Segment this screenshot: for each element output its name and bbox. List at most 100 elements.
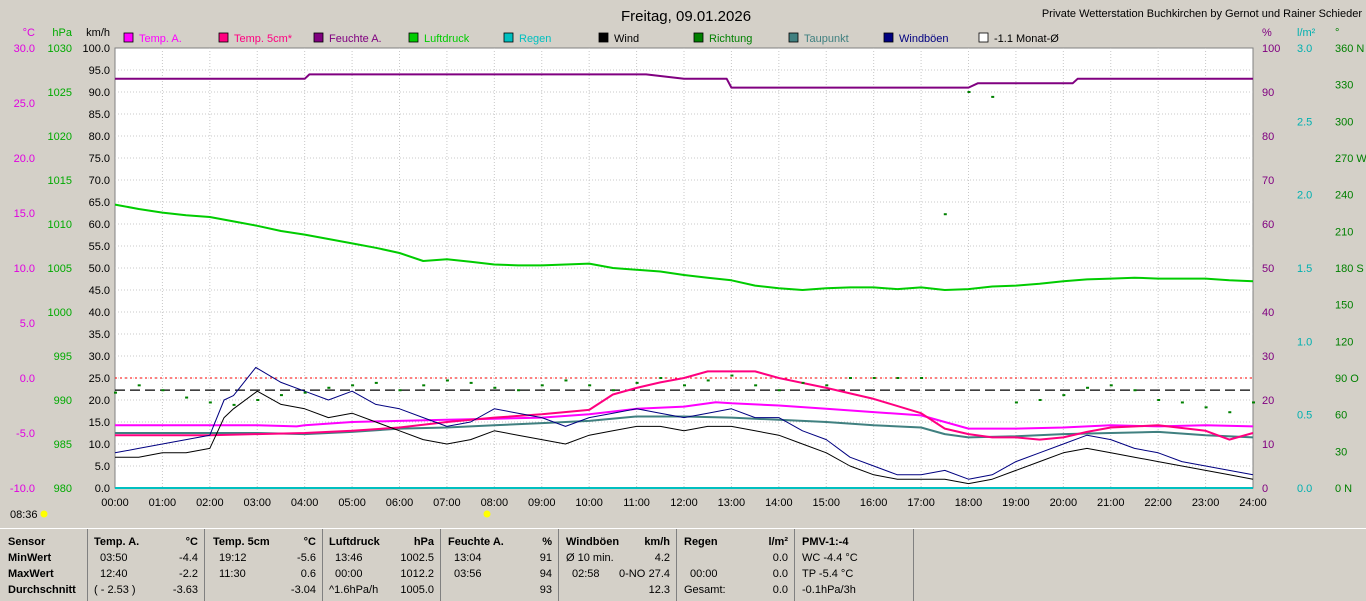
- sensor-title: Sensor: [8, 536, 46, 548]
- tick-label-wind_kmh: 65.0: [89, 197, 110, 209]
- axis-unit-pressure_hpa: hPa: [52, 27, 72, 39]
- series-point-richtung: [730, 374, 734, 377]
- rain-total-label: Gesamt:: [684, 584, 726, 596]
- legend-swatch: [788, 32, 799, 43]
- tick-label-wind_kmh: 40.0: [89, 307, 110, 319]
- tick-label-temp_c: 30.0: [14, 43, 35, 55]
- legend-label: Luftdruck: [424, 33, 470, 45]
- pressure-trend: ^1.6hPa/h: [329, 584, 379, 596]
- temp-5cm-unit: °C: [303, 536, 316, 548]
- tick-label-wind_kmh: 85.0: [89, 109, 110, 121]
- tick-label-wind_kmh: 0.0: [95, 483, 110, 495]
- series-point-richtung: [1038, 399, 1042, 401]
- tick-label-humidity_pct: 10: [1262, 439, 1274, 451]
- tick-label-rain_lm2: 2.0: [1297, 190, 1312, 202]
- pressure-max-value: 1012.2: [400, 568, 434, 580]
- temp-5cm-avg-value: -3.04: [290, 584, 316, 596]
- rain-total-value: 0.0: [772, 584, 788, 596]
- tick-label-wind_kmh: 60.0: [89, 219, 110, 231]
- legend-swatch: [313, 32, 324, 43]
- tick-label-wind_kmh: 50.0: [89, 263, 110, 275]
- tick-label-humidity_pct: 50: [1262, 263, 1274, 275]
- tick-label-rain_lm2: 2.5: [1297, 116, 1312, 128]
- tick-label-humidity_pct: 70: [1262, 175, 1274, 187]
- tick-label-direction_deg: 240: [1335, 190, 1353, 202]
- rain-unit: l/m²: [768, 536, 788, 548]
- tick-label-temp_c: -5.0: [16, 428, 35, 440]
- tick-label-direction_deg: 270 W: [1335, 153, 1366, 165]
- series-point-richtung: [208, 401, 212, 404]
- series-point-richtung: [659, 377, 663, 379]
- legend-label: Wind: [614, 33, 639, 45]
- series-point-richtung: [1109, 384, 1113, 387]
- series-line-windb-en: [114, 366, 1254, 480]
- series-point-richtung: [991, 95, 995, 98]
- tick-label-wind_kmh: 10.0: [89, 439, 110, 451]
- series-point-richtung: [1157, 399, 1161, 401]
- pressure-max-time: 00:00: [335, 568, 363, 580]
- tick-label-temp_c: 15.0: [14, 208, 35, 220]
- series-point-richtung: [256, 399, 260, 401]
- series-point-richtung: [683, 384, 686, 387]
- x-tick-label: 09:00: [528, 497, 556, 509]
- tick-label-wind_kmh: 30.0: [89, 351, 110, 363]
- grid: [115, 48, 1253, 488]
- series-layer: [114, 73, 1255, 489]
- tick-label-direction_deg: 330: [1335, 80, 1353, 92]
- pressure-title: Luftdruck: [329, 536, 380, 548]
- station-name: Private Wetterstation Buchkirchen by Ger…: [1042, 8, 1363, 20]
- humidity-max-value: 94: [539, 568, 552, 580]
- tick-label-humidity_pct: 90: [1262, 87, 1274, 99]
- rain-max-value: 0.0: [772, 568, 788, 580]
- series-line-feuchte-a: [115, 73, 1253, 89]
- rain-min-value: 0.0: [772, 552, 788, 564]
- series-point-richtung: [564, 379, 568, 382]
- tick-label-wind_kmh: 35.0: [89, 329, 110, 341]
- tick-label-pressure_hpa: 1025: [48, 87, 72, 99]
- stats-panel: Sensor MinWert MaxWert Durchschnitt Temp…: [0, 528, 1366, 601]
- x-tick-label: 11:00: [623, 497, 650, 509]
- x-tick-label: 12:00: [670, 497, 698, 509]
- series-point-richtung: [1204, 406, 1208, 409]
- tick-label-wind_kmh: 55.0: [89, 241, 110, 253]
- tick-label-direction_deg: 120: [1335, 336, 1353, 348]
- series-point-richtung: [493, 386, 497, 389]
- temp-a-unit: °C: [185, 536, 198, 548]
- legend-swatch: [598, 32, 609, 43]
- tick-label-direction_deg: 210: [1335, 226, 1353, 238]
- axis-unit-temp_c: °C: [23, 27, 35, 39]
- tick-label-wind_kmh: 80.0: [89, 131, 110, 143]
- tick-label-wind_kmh: 75.0: [89, 153, 110, 165]
- x-tick-label: 00:00: [101, 497, 129, 509]
- gusts-max-direction: 0-NO: [619, 568, 646, 580]
- tick-label-temp_c: 10.0: [14, 263, 35, 275]
- temp-a-title: Temp. A.: [94, 536, 140, 548]
- temp-5cm-min-time: 19:12: [219, 552, 247, 564]
- x-tick-label: 13:00: [718, 497, 746, 509]
- row-label-avg: Durchschnitt: [8, 584, 76, 596]
- series-point-richtung: [398, 389, 402, 392]
- tick-label-rain_lm2: 1.5: [1297, 263, 1312, 275]
- tick-label-temp_c: -10.0: [10, 483, 35, 495]
- temp-5cm-max-time: 11:30: [219, 568, 246, 580]
- series-point-richtung: [374, 381, 378, 384]
- tick-label-direction_deg: 90 O: [1335, 373, 1359, 385]
- tick-label-direction_deg: 60: [1335, 410, 1347, 422]
- tick-label-rain_lm2: 3.0: [1297, 43, 1312, 55]
- series-point-richtung: [185, 396, 189, 399]
- x-tick-label: 18:00: [955, 497, 983, 509]
- legend-label: Feuchte A.: [329, 33, 382, 45]
- tick-label-pressure_hpa: 990: [54, 395, 72, 407]
- series-line-temp-a: [115, 401, 1254, 430]
- legend-swatch: [693, 32, 704, 43]
- tick-label-temp_c: 20.0: [14, 153, 35, 165]
- legend-swatch: [883, 32, 894, 43]
- legend-swatch: [408, 32, 419, 43]
- series-point-richtung: [1014, 401, 1018, 404]
- x-tick-label: 02:00: [196, 497, 224, 509]
- legend-swatch: [978, 32, 989, 43]
- series-point-richtung: [872, 377, 876, 379]
- tick-label-humidity_pct: 20: [1262, 395, 1274, 407]
- x-tick-label: 21:00: [1097, 497, 1125, 509]
- temp-5cm-title: Temp. 5cm: [213, 536, 270, 548]
